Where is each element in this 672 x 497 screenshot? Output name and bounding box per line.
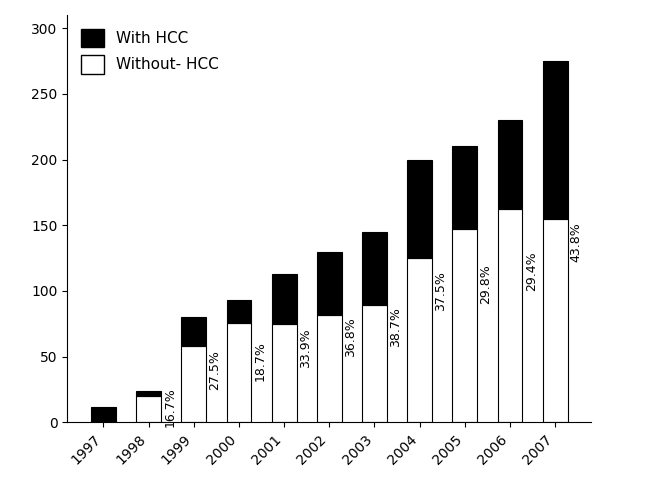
- Bar: [497, 120, 522, 209]
- Bar: [317, 315, 341, 422]
- Bar: [543, 219, 568, 422]
- Text: 37.5%: 37.5%: [434, 271, 448, 311]
- Text: 36.8%: 36.8%: [344, 317, 357, 357]
- Bar: [136, 396, 161, 422]
- Text: 43.8%: 43.8%: [570, 222, 583, 261]
- Text: 33.9%: 33.9%: [299, 329, 312, 368]
- Bar: [317, 251, 341, 315]
- Bar: [543, 61, 568, 219]
- Bar: [181, 317, 206, 346]
- Bar: [136, 391, 161, 396]
- Bar: [362, 232, 387, 306]
- Bar: [226, 323, 251, 422]
- Bar: [271, 274, 296, 324]
- Text: 16.7%: 16.7%: [163, 387, 176, 426]
- Text: 29.4%: 29.4%: [525, 251, 538, 291]
- Bar: [407, 258, 432, 422]
- Text: 27.5%: 27.5%: [208, 350, 222, 390]
- Bar: [407, 160, 432, 258]
- Legend: With HCC, Without- HCC: With HCC, Without- HCC: [75, 22, 225, 80]
- Bar: [91, 407, 116, 422]
- Bar: [226, 300, 251, 323]
- Bar: [271, 324, 296, 422]
- Bar: [497, 209, 522, 422]
- Text: 18.7%: 18.7%: [253, 341, 267, 381]
- Bar: [181, 346, 206, 422]
- Bar: [362, 306, 387, 422]
- Bar: [452, 147, 477, 229]
- Text: 29.8%: 29.8%: [479, 264, 493, 304]
- Text: 38.7%: 38.7%: [389, 307, 402, 347]
- Bar: [452, 229, 477, 422]
